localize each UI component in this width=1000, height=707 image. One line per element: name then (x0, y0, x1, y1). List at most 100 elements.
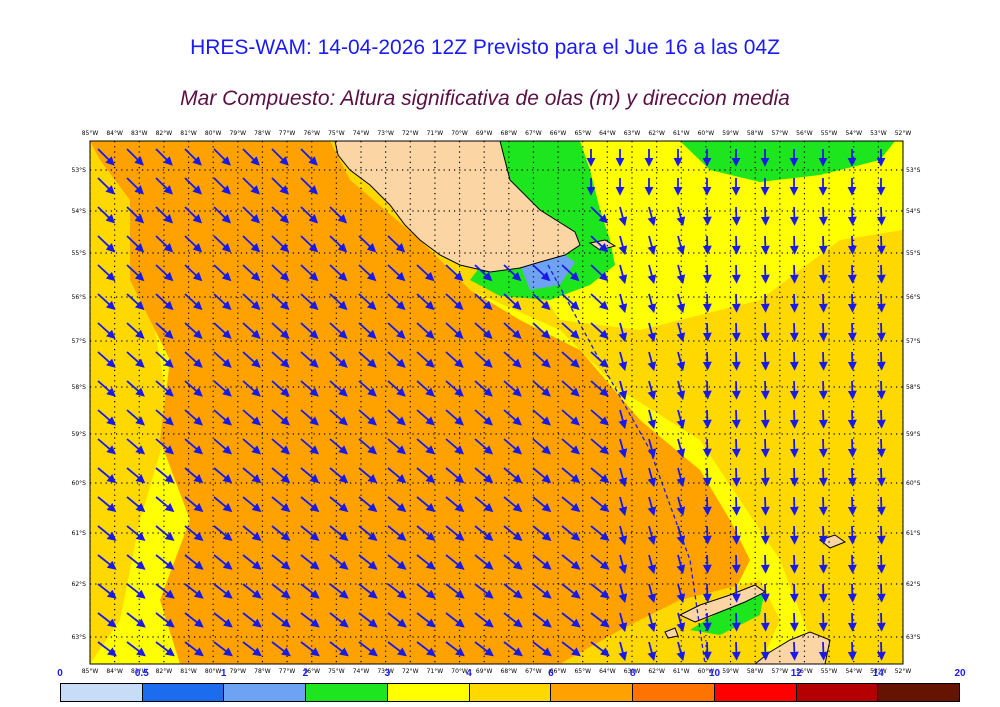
arrow-icon (416, 293, 435, 311)
arrow-icon (213, 235, 232, 253)
lon-tick-label: 81°W (180, 668, 197, 675)
arrow-icon (213, 612, 233, 628)
arrow-icon (503, 641, 523, 657)
arrow-icon (242, 496, 262, 513)
arrow-icon (847, 612, 857, 632)
arrow-icon (300, 496, 320, 513)
arrow-icon (676, 206, 686, 227)
arrow-icon (561, 293, 580, 311)
arrow-icon (876, 409, 886, 429)
arrow-icon (760, 525, 770, 545)
arrow-icon (789, 235, 799, 255)
lon-tick-label: 71°W (427, 130, 444, 137)
arrow-icon (847, 293, 857, 313)
arrow-icon (590, 409, 609, 426)
arrow-icon (876, 235, 886, 255)
arrow-icon (271, 235, 290, 253)
arrow-icon (126, 177, 144, 195)
arrow-icon (242, 148, 260, 166)
arrow-icon (760, 351, 770, 371)
arrow-icon (760, 467, 770, 487)
arrow-icon (702, 438, 712, 458)
arrow-icon (818, 235, 828, 255)
arrow-icon (184, 264, 203, 282)
arrow-icon (271, 322, 290, 340)
arrow-icon (503, 438, 523, 455)
arrow-icon (213, 322, 232, 340)
arrow-icon (387, 409, 406, 426)
arrow-icon (300, 380, 319, 397)
arrow-icon (358, 496, 378, 513)
arrow-icon (818, 467, 828, 487)
arrow-icon (760, 206, 770, 226)
arrow-icon (213, 206, 232, 224)
arrow-icon (590, 351, 609, 368)
arrow-icon (760, 235, 770, 255)
scale-label: 10 (708, 668, 721, 679)
arrow-icon (97, 206, 116, 224)
arrow-icon (532, 264, 551, 282)
arrow-icon (271, 351, 290, 368)
scale-label: 4 (466, 668, 472, 679)
arrow-icon (329, 351, 348, 368)
lat-tick-label: 62°S (72, 581, 87, 588)
arrow-icon (126, 351, 145, 368)
axis-tick-labels: 85°W 85°W 84°W 84°W 83°W 83°W 82°W 82°W 81°W 81°W… (72, 130, 921, 675)
arrow-icon (213, 351, 232, 368)
arrow-icon (126, 380, 145, 397)
arrow-icon (789, 467, 799, 487)
arrow-icon (818, 264, 828, 284)
arrow-icon (242, 322, 261, 340)
arrow-icon (702, 235, 712, 255)
arrow-icon (618, 467, 628, 488)
lat-tick-label: 62°S (906, 581, 921, 588)
arrow-icon (760, 554, 770, 574)
scale-segment (224, 684, 307, 701)
lat-tick-label: 55°S (72, 250, 87, 257)
lon-tick-label: 72°W (402, 130, 419, 137)
arrow-icon (847, 206, 857, 226)
lon-tick-label: 64°W (599, 668, 616, 675)
arrow-icon (329, 554, 349, 570)
arrow-icon (676, 293, 686, 314)
arrow-icon (329, 496, 349, 513)
lon-tick-label: 59°W (722, 130, 739, 137)
arrow-icon (387, 467, 407, 484)
arrow-icon (503, 322, 522, 340)
lat-tick-label: 58°S (906, 384, 921, 391)
scale-segment (61, 684, 143, 701)
arrow-icon (731, 409, 741, 429)
arrow-icon (590, 235, 609, 253)
arrow-icon (155, 293, 174, 311)
arrow-icon (676, 351, 686, 372)
arrow-icon (647, 496, 657, 517)
arrow-icon (876, 322, 886, 342)
arrow-icon (789, 264, 799, 284)
arrow-icon (503, 612, 523, 628)
arrow-icon (474, 554, 494, 570)
lat-tick-label: 53°S (906, 167, 921, 174)
arrow-icon (126, 148, 144, 166)
lon-tick-label: 54°W (845, 668, 862, 675)
arrow-icon (155, 351, 174, 368)
arrow-icon (126, 264, 145, 282)
graticule (90, 141, 903, 664)
arrow-icon (126, 467, 146, 484)
arrow-icon (126, 612, 146, 628)
arrow-icon (676, 554, 686, 575)
lon-tick-label: 78°W (254, 130, 271, 137)
arrow-icon (271, 380, 290, 397)
arrow-icon (387, 351, 406, 368)
arrow-icon (300, 467, 320, 484)
arrow-icon (358, 264, 377, 282)
arrow-icon (329, 583, 349, 599)
arrow-icon (445, 583, 465, 599)
arrow-icon (847, 322, 857, 342)
lon-tick-label: 76°W (303, 668, 320, 675)
arrow-icon (676, 409, 686, 430)
arrow-icon (702, 641, 712, 661)
arrow-icon (358, 351, 377, 368)
arrow-icon (618, 554, 628, 575)
lon-tick-label: 73°W (377, 130, 394, 137)
arrow-icon (760, 380, 770, 400)
